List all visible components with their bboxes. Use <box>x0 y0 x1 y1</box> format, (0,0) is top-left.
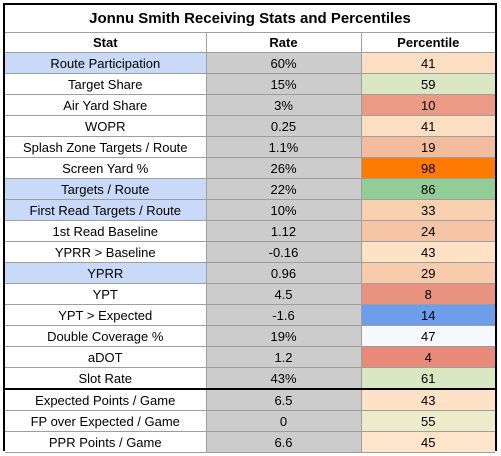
percentile-cell: 33 <box>360 199 495 221</box>
table-row: WOPR 0.25 41 <box>5 115 495 137</box>
stat-cell: Target Share <box>5 73 207 95</box>
percentile-cell: 86 <box>360 178 495 200</box>
table-row: YPRR > Baseline -0.16 43 <box>5 241 495 263</box>
rate-cell: 22% <box>205 178 362 200</box>
percentile-cell: 10 <box>360 94 495 116</box>
stat-cell: YPRR <box>5 262 207 284</box>
table-row: Double Coverage % 19% 47 <box>5 325 495 347</box>
stat-cell: FP over Expected / Game <box>5 410 207 432</box>
rate-cell: 1.1% <box>205 136 362 158</box>
percentile-cell: 41 <box>360 115 495 137</box>
percentile-cell: 43 <box>360 241 495 263</box>
stat-cell: Route Participation <box>5 52 207 74</box>
table-row: Air Yard Share 3% 10 <box>5 94 495 116</box>
stats-sheet: Jonnu Smith Receiving Stats and Percenti… <box>3 3 497 453</box>
rate-cell: 26% <box>205 157 362 179</box>
sheet-title: Jonnu Smith Receiving Stats and Percenti… <box>5 5 495 33</box>
table-row: Target Share 15% 59 <box>5 73 495 95</box>
stat-cell: Air Yard Share <box>5 94 207 116</box>
stat-cell: Targets / Route <box>5 178 207 200</box>
stat-cell: Slot Rate <box>5 367 207 390</box>
percentile-cell: 41 <box>360 52 495 74</box>
rate-cell: 43% <box>205 367 362 390</box>
table-row: Slot Rate 43% 61 <box>5 367 495 390</box>
percentile-cell: 98 <box>360 157 495 179</box>
stat-cell: Screen Yard % <box>5 157 207 179</box>
stat-cell: First Read Targets / Route <box>5 199 207 221</box>
stat-cell: 1st Read Baseline <box>5 220 207 242</box>
stat-cell: YPT <box>5 283 207 305</box>
percentile-cell: 47 <box>360 325 495 347</box>
table-row: PPR Points / Game 6.6 45 <box>5 431 495 453</box>
rate-cell: 3% <box>205 94 362 116</box>
rate-cell: 15% <box>205 73 362 95</box>
rate-cell: 0 <box>205 410 362 432</box>
rate-cell: 6.5 <box>205 388 362 411</box>
header-percentile: Percentile <box>360 33 495 53</box>
stats-table: Stat Rate Percentile Route Participation… <box>5 33 495 453</box>
rate-cell: 19% <box>205 325 362 347</box>
stat-cell: WOPR <box>5 115 207 137</box>
percentile-cell: 19 <box>360 136 495 158</box>
rate-cell: 10% <box>205 199 362 221</box>
stat-cell: PPR Points / Game <box>5 431 207 453</box>
table-row: Targets / Route 22% 86 <box>5 178 495 200</box>
table-row: YPT > Expected -1.6 14 <box>5 304 495 326</box>
rate-cell: 4.5 <box>205 283 362 305</box>
table-row: Screen Yard % 26% 98 <box>5 157 495 179</box>
header-stat: Stat <box>5 33 207 53</box>
rate-cell: 60% <box>205 52 362 74</box>
header-rate: Rate <box>205 33 362 53</box>
table-row: aDOT 1.2 4 <box>5 346 495 368</box>
header-row: Stat Rate Percentile <box>5 33 495 53</box>
rate-cell: -0.16 <box>205 241 362 263</box>
stat-cell: aDOT <box>5 346 207 368</box>
percentile-cell: 55 <box>360 410 495 432</box>
percentile-cell: 14 <box>360 304 495 326</box>
stat-cell: YPRR > Baseline <box>5 241 207 263</box>
rate-cell: 1.2 <box>205 346 362 368</box>
stat-cell: YPT > Expected <box>5 304 207 326</box>
percentile-cell: 43 <box>360 388 495 411</box>
percentile-cell: 4 <box>360 346 495 368</box>
percentile-cell: 8 <box>360 283 495 305</box>
table-row: Route Participation 60% 41 <box>5 52 495 74</box>
percentile-cell: 61 <box>360 367 495 390</box>
rate-cell: 6.6 <box>205 431 362 453</box>
stat-cell: Expected Points / Game <box>5 388 207 411</box>
table-row: YPRR 0.96 29 <box>5 262 495 284</box>
stat-cell: Double Coverage % <box>5 325 207 347</box>
percentile-cell: 24 <box>360 220 495 242</box>
table-row: YPT 4.5 8 <box>5 283 495 305</box>
percentile-cell: 59 <box>360 73 495 95</box>
table-row: FP over Expected / Game 0 55 <box>5 410 495 432</box>
rate-cell: 0.25 <box>205 115 362 137</box>
table-row: Expected Points / Game 6.5 43 <box>5 388 495 411</box>
table-row: 1st Read Baseline 1.12 24 <box>5 220 495 242</box>
stat-cell: Splash Zone Targets / Route <box>5 136 207 158</box>
percentile-cell: 45 <box>360 431 495 453</box>
rate-cell: 1.12 <box>205 220 362 242</box>
table-row: First Read Targets / Route 10% 33 <box>5 199 495 221</box>
percentile-cell: 29 <box>360 262 495 284</box>
rate-cell: -1.6 <box>205 304 362 326</box>
table-row: Splash Zone Targets / Route 1.1% 19 <box>5 136 495 158</box>
rate-cell: 0.96 <box>205 262 362 284</box>
